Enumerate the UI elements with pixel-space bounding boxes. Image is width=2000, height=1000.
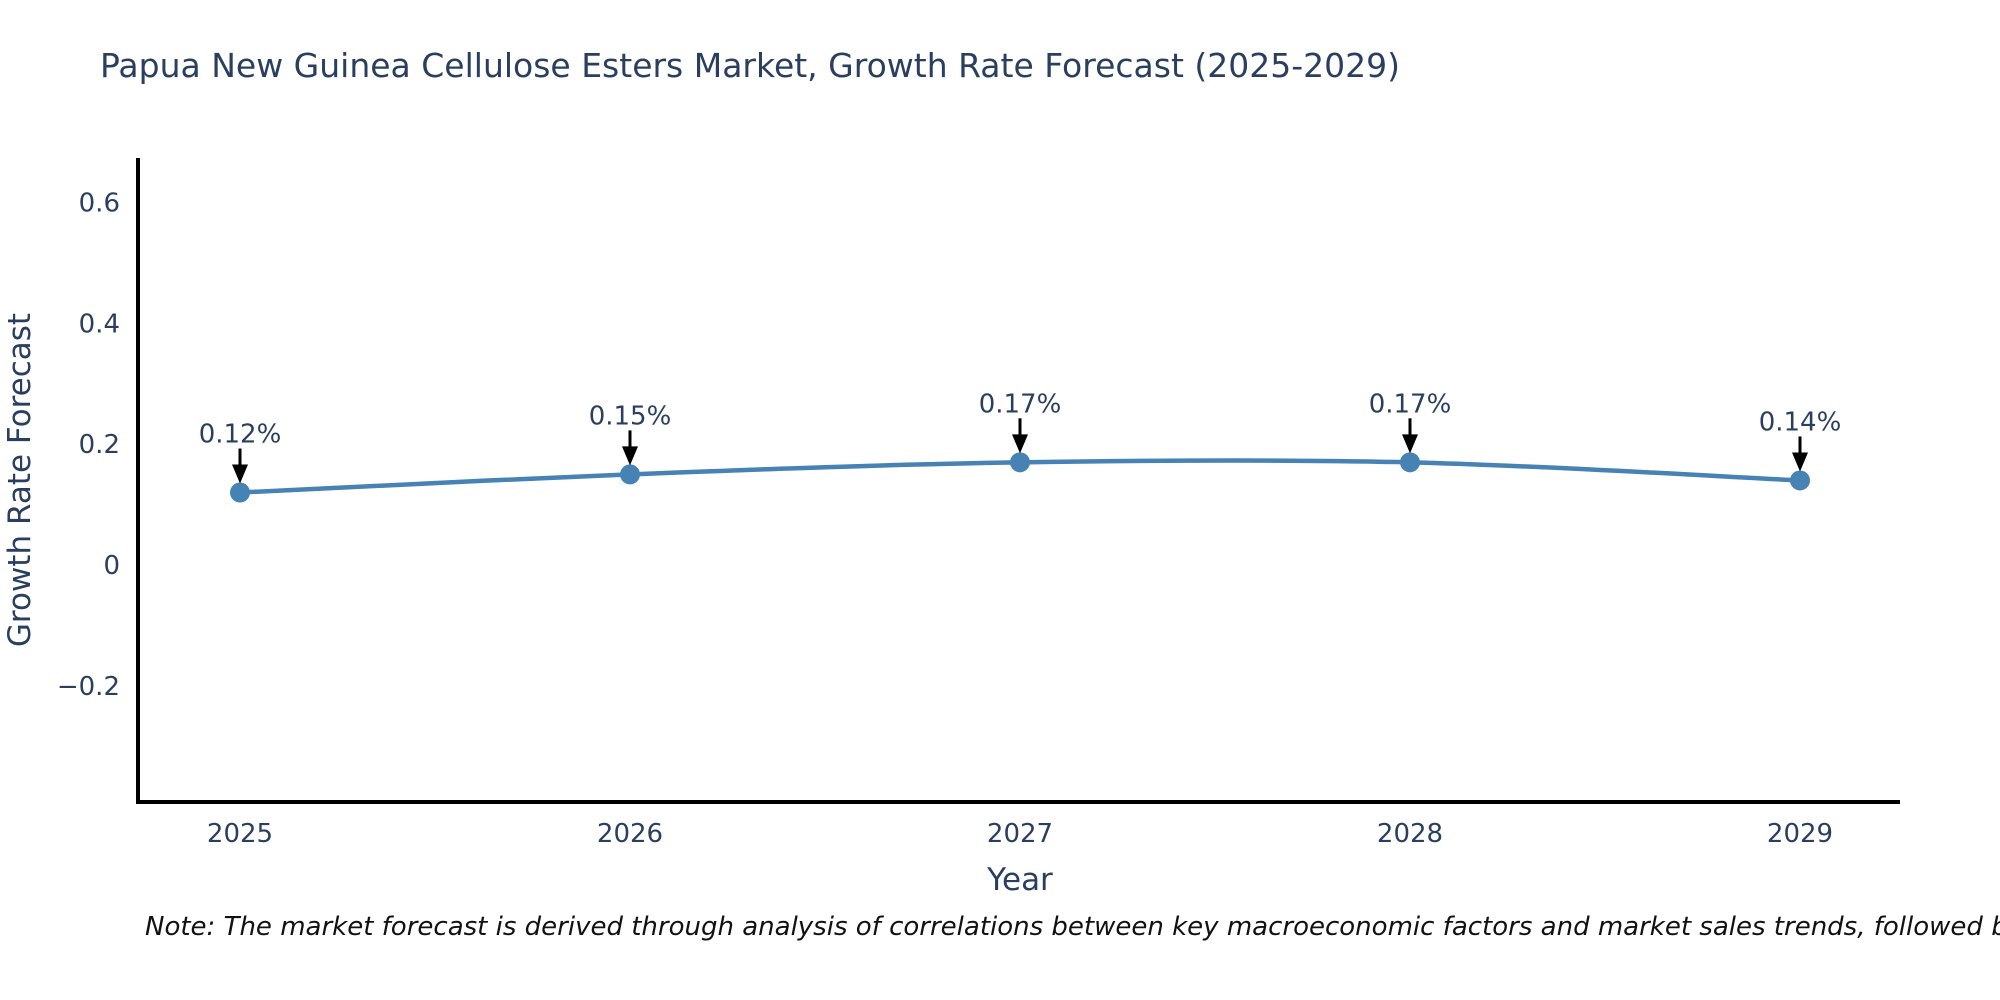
y-axis-title: Growth Rate Forecast (2, 313, 38, 647)
footnote: Note: The market forecast is derived thr… (145, 912, 2000, 942)
y-tick-label: 0.6 (79, 189, 120, 219)
x-tick-label: 2025 (207, 819, 273, 849)
annotation-label: 0.17% (1369, 389, 1452, 419)
annotation-arrowhead-icon (1792, 452, 1808, 472)
y-tick-label: 0.2 (79, 430, 120, 460)
y-tick-label: −0.2 (57, 672, 120, 702)
data-point-marker (1790, 470, 1810, 491)
x-tick-label: 2027 (987, 819, 1053, 849)
x-tick-label: 2029 (1767, 819, 1833, 849)
y-tick-label: 0.4 (79, 309, 120, 339)
y-tick-label: 0 (103, 551, 120, 581)
chart-title: Papua New Guinea Cellulose Esters Market… (100, 46, 1401, 85)
x-tick-label: 2028 (1377, 819, 1443, 849)
annotation-label: 0.12% (199, 420, 282, 450)
annotation-label: 0.15% (589, 401, 672, 431)
data-point-marker (1010, 452, 1030, 473)
x-axis-title: Year (986, 862, 1053, 898)
annotation-arrowhead-icon (232, 464, 248, 484)
data-point-marker (230, 482, 250, 503)
annotation-label: 0.17% (979, 389, 1062, 419)
annotation-arrowhead-icon (622, 446, 638, 466)
annotation-arrowhead-icon (1402, 434, 1418, 454)
annotation-arrowhead-icon (1012, 434, 1028, 454)
annotation-label: 0.14% (1759, 407, 1842, 437)
data-point-marker (1400, 452, 1420, 473)
x-tick-label: 2026 (597, 819, 663, 849)
data-point-marker (620, 464, 640, 485)
